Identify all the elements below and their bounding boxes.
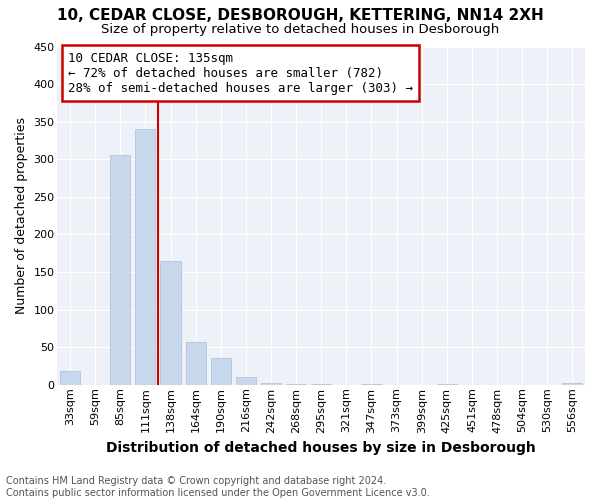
Bar: [286, 384, 306, 385]
Bar: [437, 384, 457, 385]
Bar: [60, 371, 80, 385]
Bar: [311, 384, 331, 385]
Text: Size of property relative to detached houses in Desborough: Size of property relative to detached ho…: [101, 22, 499, 36]
Text: 10 CEDAR CLOSE: 135sqm
← 72% of detached houses are smaller (782)
28% of semi-de: 10 CEDAR CLOSE: 135sqm ← 72% of detached…: [68, 52, 413, 94]
X-axis label: Distribution of detached houses by size in Desborough: Distribution of detached houses by size …: [106, 441, 536, 455]
Text: Contains HM Land Registry data © Crown copyright and database right 2024.
Contai: Contains HM Land Registry data © Crown c…: [6, 476, 430, 498]
Bar: [136, 129, 155, 385]
Bar: [562, 384, 583, 385]
Bar: [110, 156, 130, 385]
Y-axis label: Number of detached properties: Number of detached properties: [15, 117, 28, 314]
Bar: [211, 358, 231, 385]
Text: 10, CEDAR CLOSE, DESBOROUGH, KETTERING, NN14 2XH: 10, CEDAR CLOSE, DESBOROUGH, KETTERING, …: [56, 8, 544, 22]
Bar: [361, 384, 382, 385]
Bar: [160, 260, 181, 385]
Bar: [236, 377, 256, 385]
Bar: [185, 342, 206, 385]
Bar: [261, 384, 281, 385]
